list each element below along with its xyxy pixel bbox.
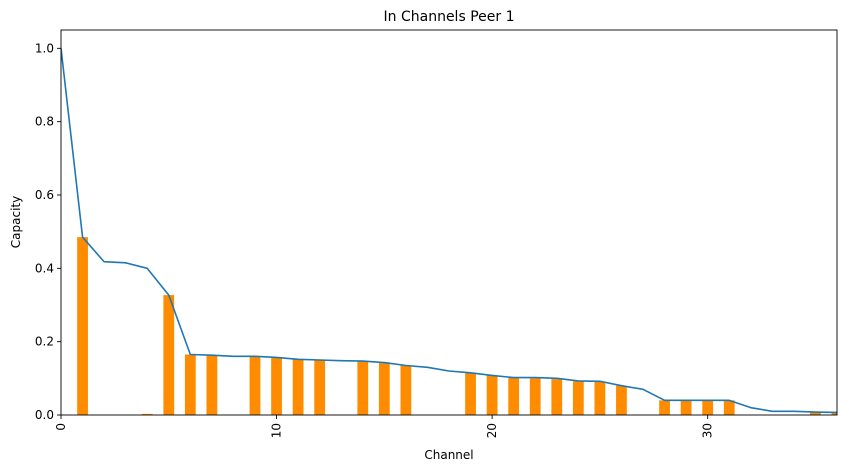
bar (551, 379, 563, 415)
x-tick-label: 20 (485, 423, 499, 438)
bar (271, 357, 282, 415)
bar (810, 412, 821, 415)
bar (659, 400, 670, 415)
ticks: 0.0 0.2 0.4 0.6 0.8 1.0 0 10 20 30 (35, 41, 715, 438)
bar (292, 359, 304, 415)
bar (314, 360, 326, 415)
y-tick-label: 1.0 (35, 41, 54, 55)
bar (206, 355, 218, 415)
x-axis-label: Channel (424, 448, 473, 462)
bar (680, 400, 692, 415)
bar (357, 361, 369, 415)
bar (572, 381, 584, 415)
y-tick-label: 0.2 (35, 335, 54, 349)
axes (60, 29, 838, 416)
bar (616, 385, 627, 415)
plot-frame (60, 29, 838, 416)
bar (702, 400, 714, 415)
bar (486, 375, 498, 415)
y-tick-label: 0.4 (35, 261, 54, 275)
bar (723, 400, 735, 415)
bar (249, 356, 261, 415)
chart-title: In Channels Peer 1 (384, 9, 515, 25)
bar (594, 382, 606, 415)
line-series (61, 48, 837, 414)
bar-series (77, 237, 837, 415)
bar (184, 354, 196, 415)
bar (400, 365, 412, 415)
y-tick-label: 0.0 (35, 408, 54, 422)
bar (77, 237, 88, 415)
bar (831, 412, 837, 415)
bar (508, 377, 520, 415)
x-tick-label: 0 (54, 423, 68, 431)
bar (378, 362, 390, 415)
x-tick-label: 30 (701, 423, 715, 438)
bar (529, 378, 541, 415)
y-tick-label: 0.8 (35, 115, 54, 129)
bar (465, 372, 476, 415)
line-series-path (61, 48, 837, 414)
y-tick-label: 0.6 (35, 188, 54, 202)
y-axis-label: Capacity (9, 196, 23, 248)
x-tick-label: 10 (270, 423, 284, 438)
bar (141, 413, 153, 415)
bar (163, 295, 175, 415)
